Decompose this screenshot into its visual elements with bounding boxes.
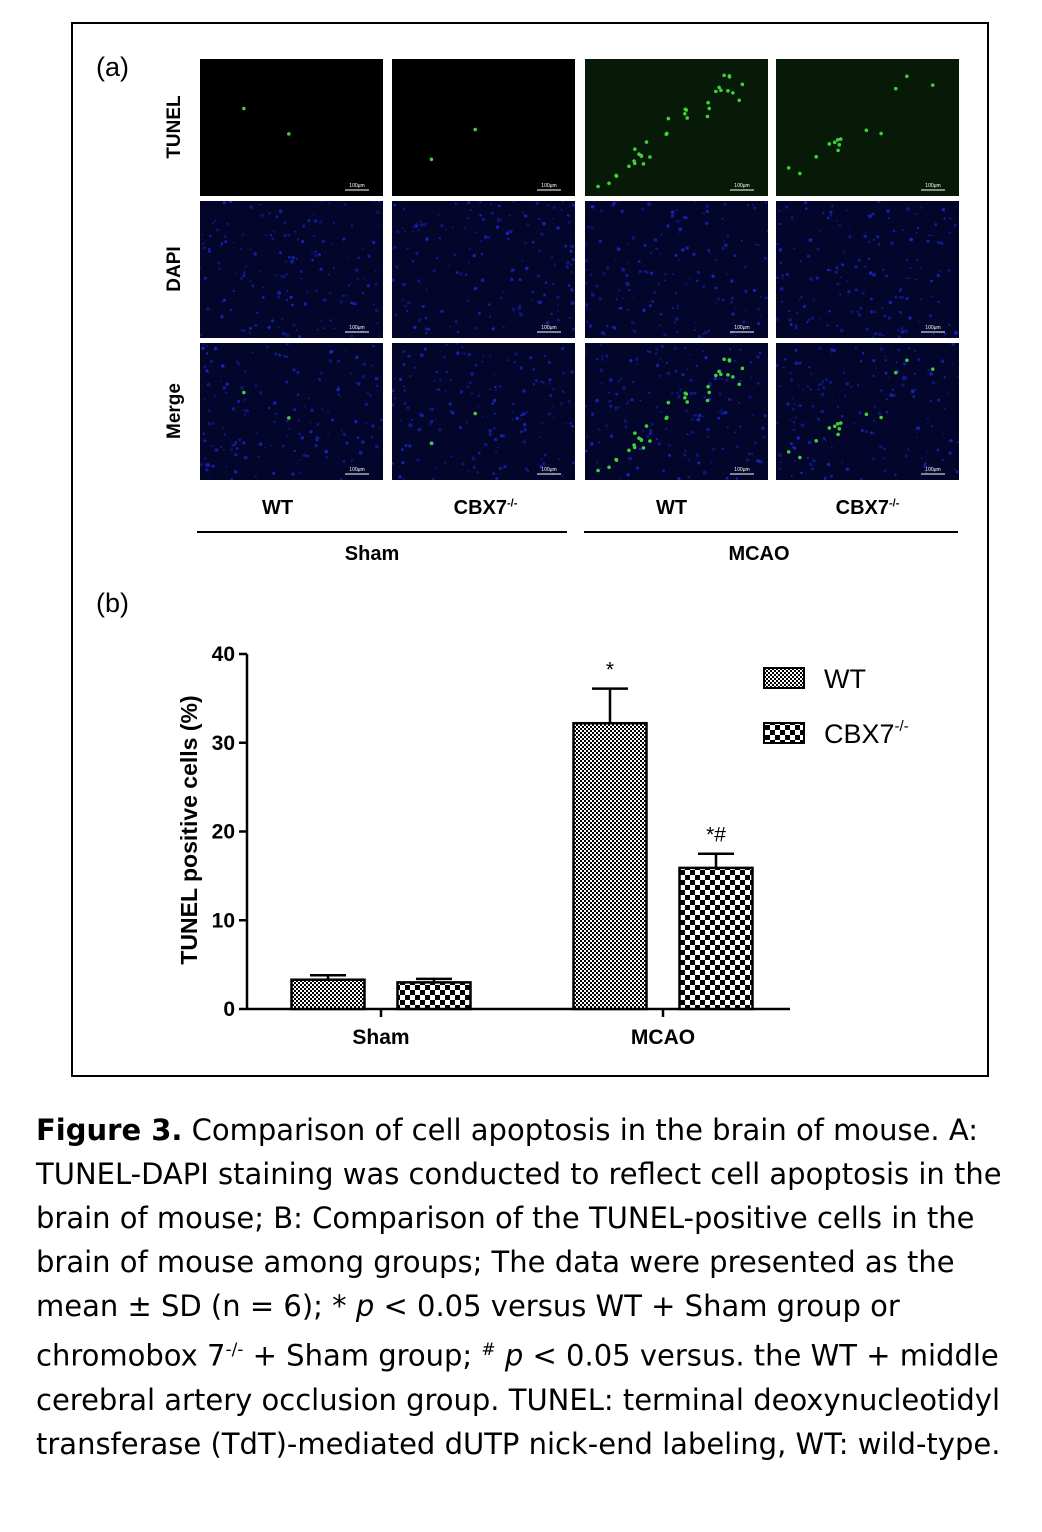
bar-wt-mcao [572,721,648,1011]
significance-marker: *# [706,824,726,847]
bar-cbx7-sham [396,981,472,1011]
micrograph-dapi-cbx7-mcao: 100μm [776,201,959,338]
panel-a-letter: (a) [96,52,129,82]
y-tick-label: 0 [223,998,235,1021]
bar-wt-sham [290,978,366,1011]
micrograph-tunel-wt-sham: 100μm [200,59,383,196]
micrograph-merge-wt-mcao: 100μm [585,343,768,480]
column-label-wt-sham: WT [261,497,294,519]
group-label-sham: Sham [344,543,400,565]
scale-bar-label: 100μm [349,183,364,189]
scale-bar-label: 100μm [734,183,749,189]
micrograph-merge-cbx7-sham: 100μm [392,343,575,480]
caption-text-1: Comparison of cell apoptosis in the brai… [36,1113,1002,1323]
column-label-cbx7-mcao: CBX7-/- [835,497,900,519]
micrograph-dapi-wt-mcao: 100μm [585,201,768,338]
scale-bar-label: 100μm [541,183,556,189]
y-axis-label: TUNEL positive cells (%) [176,695,202,964]
legend-swatch-cbx7 [763,722,805,744]
legend-swatch-wt [763,667,805,689]
caption-p-value-1: p [355,1289,375,1323]
legend-label-wt: WT [824,664,866,694]
y-tick-label: 10 [212,909,235,932]
y-tick-label: 30 [212,732,235,755]
figure-frame [71,22,989,1077]
scale-bar-label: 100μm [925,183,940,189]
micrograph-merge-wt-sham: 100μm [200,343,383,480]
micrograph-tunel-cbx7-mcao: 100μm [776,59,959,196]
column-label-wt-mcao: WT [655,497,688,519]
micrograph-dapi-cbx7-sham: 100μm [392,201,575,338]
scale-bar-label: 100μm [349,467,364,473]
scale-bar-label: 100μm [925,467,940,473]
bar-cbx7-mcao [678,866,754,1011]
panel-b-letter: (b) [96,588,129,618]
column-label-cbx7-sham: CBX7-/- [453,497,518,519]
scale-bar-label: 100μm [541,467,556,473]
bar-chart: 0 10 20 30 40 TUNEL positive cells (%) Sham MCA… [176,643,909,1049]
caption-figure-label: Figure 3. [36,1113,183,1147]
significance-marker: * [606,659,614,682]
scale-bar-label: 100μm [541,325,556,331]
caption-text-2: < 0.05 versus WT + Sham group or chromob… [36,1289,900,1373]
y-tick-label: 40 [212,643,235,666]
scale-bar-label: 100μm [349,325,364,331]
scale-bar-label: 100μm [734,467,749,473]
y-tick-label: 20 [212,821,235,844]
x-tick-label: MCAO [631,1026,695,1049]
caption-superscript-1: -/- [225,1340,244,1360]
legend-label-cbx7: CBX7-/- [824,718,909,749]
micrograph-merge-cbx7-mcao: 100μm [776,343,959,480]
micrograph-tunel-wt-mcao: 100μm [585,59,768,196]
caption-text-3: + Sham group; [243,1338,482,1373]
sham-group-line [197,531,567,533]
caption-p-value-2: p [495,1338,524,1373]
micrograph-dapi-wt-sham: 100μm [200,201,383,338]
x-tick-label: Sham [352,1026,409,1049]
scale-bar-label: 100μm [734,325,749,331]
figure-caption: Figure 3. Comparison of cell apoptosis i… [36,1108,1026,1466]
caption-superscript-2: # [481,1340,496,1360]
caption-text-4: < 0.05 versus. the WT + middle cerebral … [36,1338,1001,1461]
mcao-group-line [584,531,958,533]
micrograph-tunel-cbx7-sham: 100μm [392,59,575,196]
scale-bar-label: 100μm [925,325,940,331]
group-label-mcao: MCAO [728,543,790,565]
